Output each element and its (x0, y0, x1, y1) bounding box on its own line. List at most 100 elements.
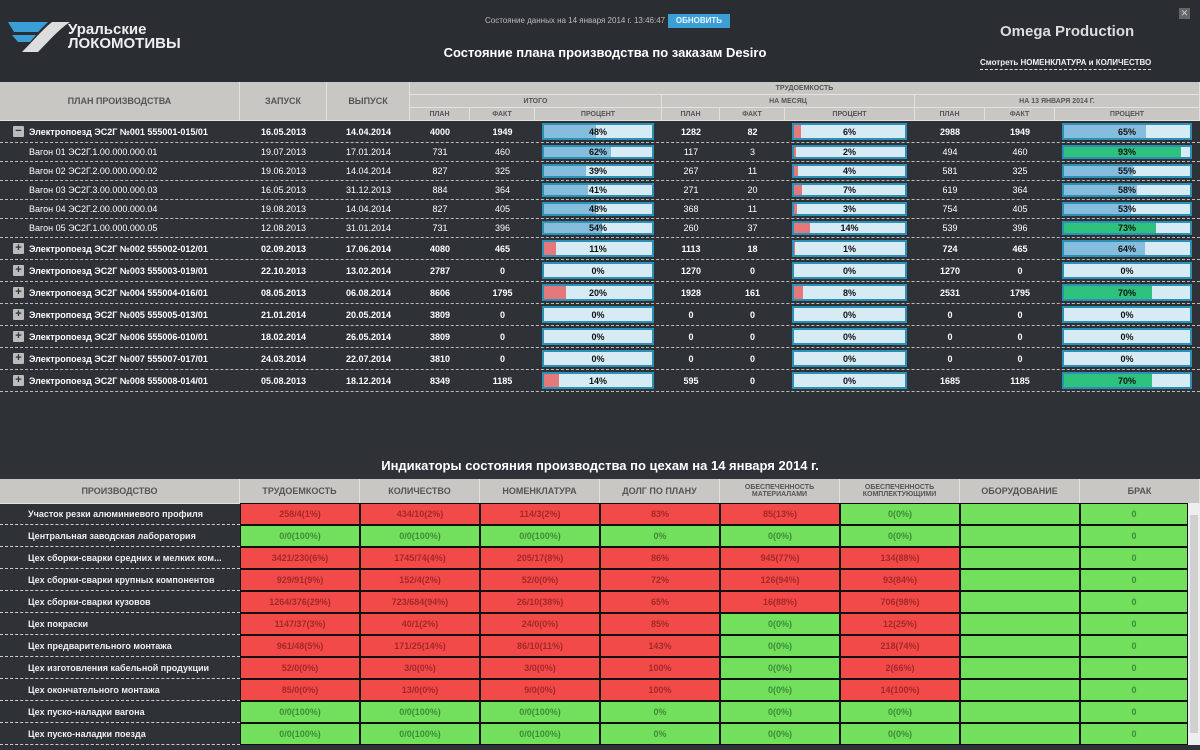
indicator-cell[interactable]: 945(77%) (720, 547, 840, 569)
indicator-cell[interactable]: 258/4(1%) (240, 503, 360, 525)
workshop-name[interactable]: Цех пуско-наладки поезда (0, 723, 240, 745)
expand-icon[interactable]: + (13, 331, 24, 342)
wagon-row[interactable]: Вагон 03 ЭС2Г.3.00.000.000.03 16.05.2013 3… (0, 181, 1200, 200)
indicator-cell[interactable]: 14(100%) (840, 679, 960, 701)
indicator-cell[interactable]: 0(0%) (720, 657, 840, 679)
indicator-cell[interactable]: 0/0(100%) (480, 701, 600, 723)
indicator-cell[interactable]: 3421/230(6%) (240, 547, 360, 569)
indicator-cell[interactable]: 0 (1080, 657, 1188, 679)
indicator-cell[interactable]: 205/17(8%) (480, 547, 600, 569)
indicator-cell[interactable]: 0(0%) (840, 723, 960, 745)
indicator-cell[interactable]: 171/25(14%) (360, 635, 480, 657)
indicator-cell[interactable]: 0(0%) (720, 525, 840, 547)
indicator-cell[interactable]: 1745/74(4%) (360, 547, 480, 569)
indicator-cell[interactable] (960, 613, 1080, 635)
indicator-cell[interactable]: 0(0%) (840, 503, 960, 525)
scrollbar[interactable] (1188, 503, 1200, 745)
indicator-cell[interactable]: 706(98%) (840, 591, 960, 613)
indicator-cell[interactable]: 3/0(0%) (480, 657, 600, 679)
indicator-cell[interactable]: 85/0(0%) (240, 679, 360, 701)
indicator-cell[interactable] (960, 723, 1080, 745)
indicator-cell[interactable]: 85% (600, 613, 720, 635)
workshop-name[interactable]: Цех изготовления кабельной продукции (0, 657, 240, 679)
indicator-cell[interactable]: 0(0%) (840, 701, 960, 723)
indicator-cell[interactable]: 114/3(2%) (480, 503, 600, 525)
workshop-name[interactable]: Участок резки алюминиевого профиля (0, 503, 240, 525)
indicator-cell[interactable]: 65% (600, 591, 720, 613)
indicator-cell[interactable]: 0/0(100%) (480, 723, 600, 745)
order-row[interactable]: + Электропоезд ЭС2Г №005 555005-013/01 21.… (0, 304, 1200, 326)
indicator-cell[interactable]: 0 (1080, 591, 1188, 613)
indicator-cell[interactable]: 0/0(100%) (240, 525, 360, 547)
wagon-row[interactable]: Вагон 02 ЭС2Г.2.00.000.000.02 19.06.2013 1… (0, 162, 1200, 181)
indicator-cell[interactable]: 218(74%) (840, 635, 960, 657)
indicator-cell[interactable]: 52/0(0%) (480, 569, 600, 591)
refresh-button[interactable]: ОБНОВИТЬ (668, 14, 730, 28)
workshop-name[interactable]: Цех сборки-сварки средних и мелких ком..… (0, 547, 240, 569)
indicator-cell[interactable] (960, 701, 1080, 723)
indicator-cell[interactable]: 0 (1080, 613, 1188, 635)
view-nomenclature-link[interactable]: Смотреть НОМЕНКЛАТУРА и КОЛИЧЕСТВО (980, 58, 1152, 70)
close-icon[interactable]: ✕ (1179, 8, 1190, 19)
indicator-cell[interactable]: 0/0(100%) (240, 701, 360, 723)
indicator-cell[interactable]: 0 (1080, 503, 1188, 525)
indicator-cell[interactable] (960, 635, 1080, 657)
collapse-icon[interactable]: − (13, 126, 24, 137)
indicator-cell[interactable]: 0/0(100%) (360, 701, 480, 723)
indicator-cell[interactable]: 0 (1080, 635, 1188, 657)
expand-icon[interactable]: + (13, 353, 24, 364)
indicator-cell[interactable]: 93(84%) (840, 569, 960, 591)
indicator-cell[interactable]: 0% (600, 701, 720, 723)
indicator-cell[interactable]: 2(66%) (840, 657, 960, 679)
indicator-cell[interactable]: 0% (600, 723, 720, 745)
indicator-cell[interactable]: 0(0%) (720, 701, 840, 723)
indicator-cell[interactable]: 929/91(9%) (240, 569, 360, 591)
indicator-cell[interactable]: 52/0(0%) (240, 657, 360, 679)
expand-icon[interactable]: + (13, 287, 24, 298)
expand-icon[interactable]: + (13, 265, 24, 276)
wagon-row[interactable]: Вагон 01 ЭС2Г.1.00.000.000.01 19.07.2013 1… (0, 143, 1200, 162)
workshop-name[interactable]: Цех сборки-сварки кузовов (0, 591, 240, 613)
indicator-cell[interactable]: 1147/37(3%) (240, 613, 360, 635)
indicator-cell[interactable]: 3/0(0%) (360, 657, 480, 679)
workshop-name[interactable]: Цех окончательного монтажа (0, 679, 240, 701)
indicator-cell[interactable]: 143% (600, 635, 720, 657)
indicator-cell[interactable]: 0/0(100%) (360, 525, 480, 547)
indicator-cell[interactable]: 0 (1080, 569, 1188, 591)
indicator-cell[interactable]: 86/10(11%) (480, 635, 600, 657)
indicator-cell[interactable]: 9/0(0%) (480, 679, 600, 701)
indicator-cell[interactable]: 0(0%) (840, 525, 960, 547)
indicator-cell[interactable]: 434/10(2%) (360, 503, 480, 525)
indicator-cell[interactable] (960, 657, 1080, 679)
order-row[interactable]: + Электропоезд ЭС2Г №004 555004-016/01 08.… (0, 282, 1200, 304)
order-row[interactable]: + Электропоезд ЭС2Г №006 555006-010/01 18.… (0, 326, 1200, 348)
indicator-cell[interactable]: 0 (1080, 547, 1188, 569)
indicator-cell[interactable]: 0(0%) (720, 613, 840, 635)
indicator-cell[interactable]: 0% (600, 525, 720, 547)
workshop-name[interactable]: Цех покраски (0, 613, 240, 635)
indicator-cell[interactable]: 86% (600, 547, 720, 569)
expand-icon[interactable]: + (13, 243, 24, 254)
indicator-cell[interactable] (960, 679, 1080, 701)
indicator-cell[interactable]: 40/1(2%) (360, 613, 480, 635)
indicator-cell[interactable]: 126(94%) (720, 569, 840, 591)
indicator-cell[interactable]: 723/684(94%) (360, 591, 480, 613)
indicator-cell[interactable]: 0(0%) (720, 679, 840, 701)
indicator-cell[interactable] (960, 503, 1080, 525)
indicator-cell[interactable] (960, 525, 1080, 547)
indicator-cell[interactable]: 72% (600, 569, 720, 591)
indicator-cell[interactable]: 0(0%) (720, 635, 840, 657)
workshop-name[interactable]: Цех сборки-сварки крупных компонентов (0, 569, 240, 591)
wagon-row[interactable]: Вагон 05 ЭС2Г.1.00.000.000.05 12.08.2013 3… (0, 219, 1200, 238)
indicator-cell[interactable]: 152/4(2%) (360, 569, 480, 591)
workshop-name[interactable]: Центральная заводская лаборатория (0, 525, 240, 547)
order-row[interactable]: + Электропоезд ЭС2Г №007 555007-017/01 24.… (0, 348, 1200, 370)
indicator-cell[interactable]: 16(88%) (720, 591, 840, 613)
indicator-cell[interactable]: 100% (600, 679, 720, 701)
indicator-cell[interactable]: 0/0(100%) (240, 723, 360, 745)
indicator-cell[interactable]: 0 (1080, 679, 1188, 701)
indicator-cell[interactable]: 83% (600, 503, 720, 525)
indicator-cell[interactable]: 0 (1080, 525, 1188, 547)
workshop-name[interactable]: Цех пуско-наладки вагона (0, 701, 240, 723)
indicator-cell[interactable]: 0/0(100%) (480, 525, 600, 547)
